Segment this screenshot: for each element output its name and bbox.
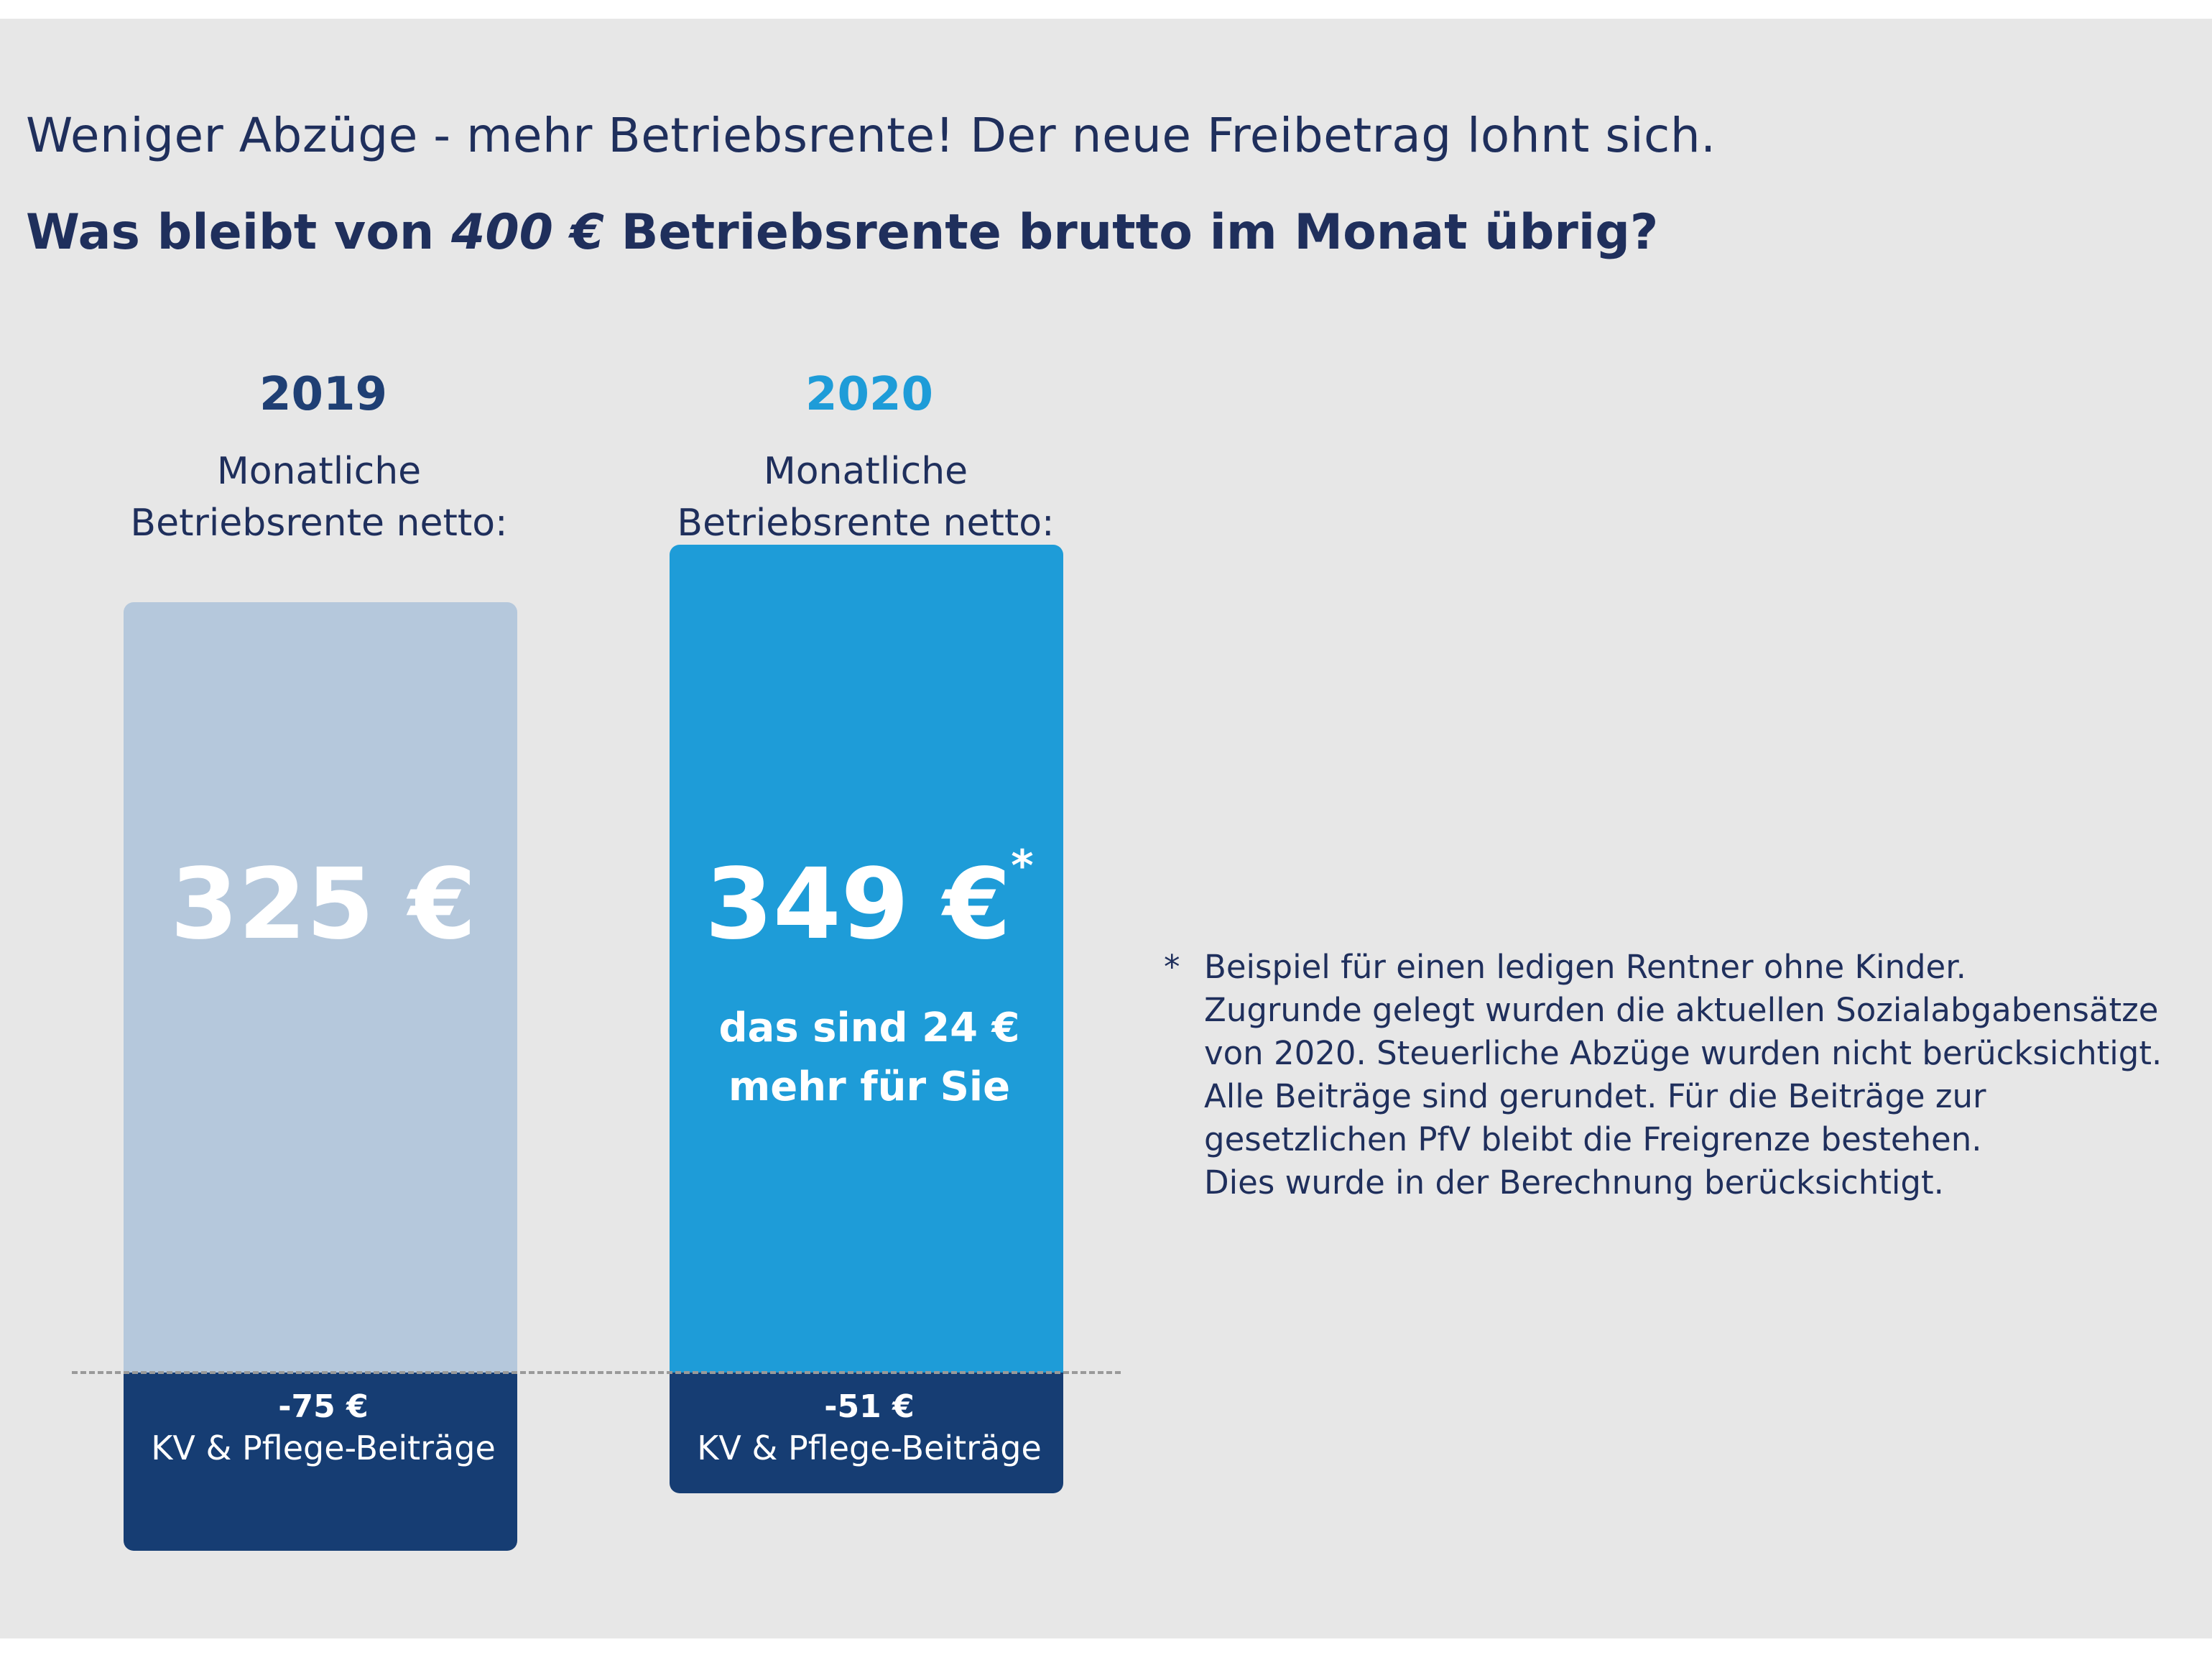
footnote-line: von 2020. Steuerliche Abzüge wurden nich…	[1204, 1034, 2162, 1072]
column-2020-caption-line1: Monatliche	[763, 450, 968, 493]
value-label-2019: 325 €	[122, 848, 524, 962]
gain-note-2020: das sind 24 € mehr für Sie	[668, 999, 1070, 1117]
footnote-line: Beispiel für einen ledigen Rentner ohne …	[1204, 948, 1966, 986]
column-2020-caption: Monatliche Betriebsrente netto:	[614, 446, 1117, 549]
footnote-line: Dies wurde in der Berechnung berücksicht…	[1204, 1163, 1944, 1202]
value-label-2020: 349 €*	[668, 841, 1070, 962]
subtitle-amount: 400 €	[451, 204, 604, 261]
footnote-line: Alle Beiträge sind gerundet. Für die Bei…	[1204, 1077, 1986, 1115]
chart-subtitle: Was bleibt von 400 € Betriebsrente brutt…	[26, 204, 1658, 261]
footnote-text: Beispiel für einen ledigen Rentner ohne …	[1204, 946, 2195, 1204]
column-2019-caption-line2: Betriebsrente netto:	[130, 502, 508, 545]
bar-net-2020	[670, 545, 1063, 1373]
column-2019-caption-line1: Monatliche	[216, 450, 422, 493]
footnote-line: gesetzlichen PfV bleibt die Freigrenze b…	[1204, 1120, 1982, 1158]
footnote-star: *	[1164, 948, 1180, 986]
baseline-dashed-line	[72, 1371, 1121, 1374]
bar-deduction-2020	[670, 1373, 1063, 1494]
chart-title: Weniger Abzüge - mehr Betriebsrente! Der…	[26, 108, 1716, 163]
column-2020-caption-line2: Betriebsrente netto:	[677, 502, 1055, 545]
deduction-label-2020: KV & Pflege-Beiträge	[697, 1429, 1042, 1467]
gain-note-line1: das sind 24 €	[718, 1005, 1020, 1051]
subtitle-before: Was bleibt von	[26, 204, 452, 261]
bar-net-2019	[124, 601, 517, 1373]
footnote-line: Zugrunde gelegt wurden die aktuellen Soz…	[1204, 991, 2159, 1029]
gain-note-line2: mehr für Sie	[728, 1064, 1011, 1110]
value-2020-text: 349 €	[705, 848, 1012, 962]
year-2019-label: 2019	[259, 368, 388, 421]
deduction-value-2019: -75 €	[278, 1388, 369, 1425]
year-2020-label: 2020	[805, 368, 934, 421]
column-2019-caption: Monatliche Betriebsrente netto:	[68, 446, 570, 549]
deduction-label-2019: KV & Pflege-Beiträge	[151, 1429, 496, 1467]
deduction-value-2020: -51 €	[824, 1388, 915, 1425]
subtitle-after: Betriebsrente brutto im Monat übrig?	[603, 204, 1659, 261]
value-2019-text: 325 €	[170, 848, 476, 962]
bar-deduction-2019	[124, 1373, 517, 1551]
footnote-marker: *	[1011, 841, 1034, 891]
